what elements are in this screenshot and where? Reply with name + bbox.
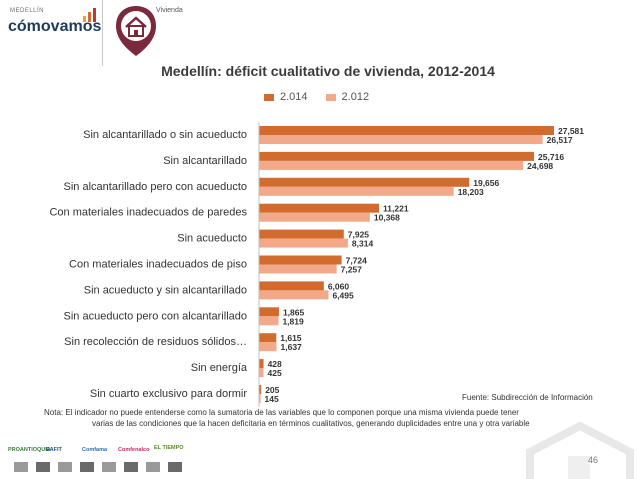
- data-label: 26,517: [547, 135, 573, 145]
- svg-text:Comfama: Comfama: [82, 447, 108, 453]
- source-note: Fuente: Subdirección de Información: [462, 393, 593, 402]
- bar-2012: [259, 160, 524, 170]
- sponsor-logo-mark: [124, 462, 138, 472]
- data-label: 6,060: [328, 281, 350, 291]
- data-label: 1,637: [281, 342, 303, 352]
- footnote-line-1: Nota: El indicador no puede entenderse c…: [44, 408, 519, 417]
- bar-chart: Sin alcantarillado o sin acueducto 27,581…: [49, 122, 584, 407]
- footnote: Nota: El indicador no puede entenderse c…: [44, 407, 600, 429]
- svg-text:EAFIT: EAFIT: [46, 447, 63, 453]
- bar-2014: [259, 151, 535, 161]
- legend-swatch-2014: [264, 93, 274, 101]
- bar-2012: [259, 212, 370, 222]
- chart-legend: 2.014 2.012: [264, 91, 369, 103]
- logo-bars-icon: [83, 8, 96, 22]
- legend-label-2014: 2.014: [280, 91, 308, 103]
- data-label: 428: [268, 359, 282, 369]
- data-label: 7,257: [341, 265, 363, 275]
- category-label: Con materiales inadecuados de piso: [69, 259, 247, 271]
- bar-2012: [259, 316, 279, 326]
- category-label: Sin alcantarillado o sin acueducto: [83, 129, 247, 141]
- bar-2014: [259, 229, 344, 239]
- category-label: Sin alcantarillado pero con acueducto: [64, 181, 247, 193]
- sponsor-logo-mark: [168, 462, 182, 472]
- bar-2012: [259, 135, 543, 144]
- sponsor-logo: Comfenalco: [118, 447, 150, 453]
- logo-comovamos: cómovamos: [8, 18, 102, 35]
- data-label: 19,656: [473, 178, 499, 188]
- sponsor-logo-mark: [58, 462, 72, 472]
- data-label: 1,865: [283, 307, 305, 317]
- category-label: Sin alcantarillado: [163, 155, 247, 167]
- category-label: Sin acueducto y sin alcantarillado: [84, 284, 247, 296]
- svg-text:Comfenalco: Comfenalco: [118, 447, 150, 453]
- svg-text:PROANTIOQUIA: PROANTIOQUIA: [8, 447, 51, 453]
- bar-2014: [259, 359, 264, 369]
- bar-2012: [259, 394, 261, 403]
- bar-2014: [259, 203, 380, 213]
- section-label: Vivienda: [156, 7, 183, 14]
- category-label: Sin recolección de residuos sólidos…: [64, 336, 247, 348]
- house-watermark-icon: [526, 421, 634, 479]
- category-label: Con materiales inadecuados de paredes: [49, 207, 247, 219]
- bar-2014: [259, 255, 342, 265]
- category-label: Sin energía: [191, 362, 248, 374]
- data-label: 1,615: [280, 333, 302, 343]
- bar-2014: [259, 333, 277, 343]
- data-label: 7,724: [346, 256, 368, 266]
- sponsor-logo-mark: [80, 462, 94, 472]
- data-label: 25,716: [538, 152, 564, 162]
- bar-2012: [259, 368, 264, 378]
- bar-2012: [259, 290, 329, 300]
- data-label: 11,221: [383, 204, 409, 214]
- bar-2014: [259, 307, 279, 317]
- svg-text:EL TIEMPO: EL TIEMPO: [154, 445, 184, 451]
- data-label: 1,819: [282, 316, 304, 326]
- sponsor-logo: EL TIEMPO: [154, 445, 184, 451]
- bar-2012: [259, 186, 454, 196]
- sponsor-logo-mark: [36, 462, 50, 472]
- data-label: 7,925: [348, 230, 370, 240]
- chart-title: Medellín: déficit cualitativo de viviend…: [161, 63, 495, 79]
- bar-2014: [259, 281, 324, 291]
- legend-swatch-2012: [325, 93, 336, 101]
- sponsor-logo-mark: [14, 462, 28, 472]
- data-label: 145: [265, 394, 279, 404]
- bar-2012: [259, 238, 348, 248]
- sponsor-logo-mark: [102, 462, 116, 472]
- footnote-line-2: varias de las condiciones que la hacen d…: [92, 419, 530, 428]
- data-label: 425: [268, 368, 282, 378]
- bar-2012: [259, 342, 277, 352]
- data-label: 18,203: [458, 187, 484, 197]
- bar-2012: [259, 264, 337, 274]
- page-number: 46: [588, 455, 599, 465]
- sponsor-logo: Comfama: [82, 447, 108, 453]
- data-label: 10,368: [374, 213, 400, 223]
- logo-medellin-text: MEDELLÍN: [10, 8, 45, 14]
- bar-2014: [259, 126, 554, 135]
- category-label: Sin acueducto: [177, 233, 247, 245]
- data-label: 8,314: [352, 239, 374, 249]
- sponsor-logo: EAFIT: [46, 447, 63, 453]
- data-label: 6,495: [332, 290, 354, 300]
- data-label: 205: [265, 385, 279, 395]
- house-icon: [116, 6, 156, 56]
- data-label: 24,698: [527, 161, 553, 171]
- sponsor-logo-mark: [146, 462, 160, 472]
- bar-2014: [259, 177, 470, 187]
- category-label: Sin acueducto pero con alcantarillado: [64, 310, 247, 322]
- legend-label-2012: 2.012: [341, 91, 370, 103]
- category-label: Sin cuarto exclusivo para dormir: [90, 388, 247, 400]
- sponsor-logo: PROANTIOQUIA: [8, 447, 51, 453]
- bar-2014: [259, 385, 262, 394]
- header-divider: [102, 0, 103, 66]
- data-label: 27,581: [558, 126, 584, 136]
